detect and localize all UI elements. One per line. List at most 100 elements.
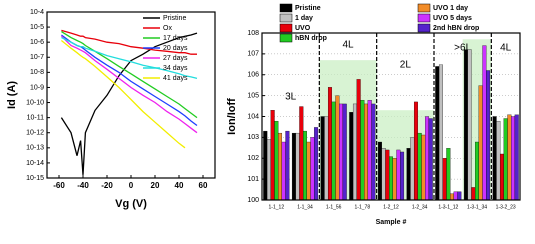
bar [349,112,354,201]
y-tick-label: 106 [247,72,259,79]
legend-label: Pristine [295,5,321,12]
x-tick-label: 1-3-2_23 [496,204,516,210]
bar [324,116,329,201]
bar [471,187,476,201]
y-tick-label: 10-6 [30,39,44,46]
legend-swatch [279,33,293,43]
bar [303,130,307,201]
bar [406,148,411,201]
plot-frame [46,11,216,179]
bar [331,101,336,201]
bar [278,132,283,201]
bar [499,153,504,201]
legend-swatch [417,13,431,23]
x-tick-label: 40 [175,181,184,190]
y-tick-label: 100 [247,197,259,204]
bar [342,103,347,201]
bar [381,148,386,201]
legend-swatch [279,13,293,23]
bar [310,137,315,201]
bar [385,149,390,201]
y-tick-label: 10-13 [26,145,44,152]
legend-label: 2nd hBN drop [433,25,479,32]
bar [327,87,332,201]
y-tick-label: 105 [247,92,259,99]
bar [453,191,458,201]
y-tick-label: 102 [247,155,259,162]
bar [503,118,508,201]
annotation: 3L [285,92,297,103]
x-tick-label: -20 [101,181,113,190]
y-tick-label: 108 [247,30,259,37]
legend-label: 17 days [163,35,188,42]
bar [421,134,426,201]
bar [263,130,268,201]
curve [60,32,198,175]
y-tick-label: 10-15 [26,175,44,182]
bar [486,70,491,201]
bar [413,101,418,201]
legend-swatch [279,3,293,13]
x-tick-label: 1-3-1_34 [467,204,487,210]
bar [291,132,296,201]
bar [314,127,319,201]
bar [389,156,393,201]
bar [360,100,365,201]
y-tick-label: 10-14 [26,160,44,167]
bar [352,103,357,201]
x-tick-label: 1-3-1_12 [438,204,458,210]
legend-swatch [417,23,431,33]
x-tick-label: 1-2_34 [412,204,428,210]
bar [285,130,290,201]
y-axis-label: Id (A) [6,81,18,109]
curve [61,37,198,80]
x-axis-label: Sample # [376,219,407,226]
legend-label: 20 days [163,45,188,52]
y-tick-label: 104 [247,113,259,120]
bar [400,151,405,201]
y-tick-label: 10-5 [30,24,44,31]
bar [295,132,300,201]
bar [492,116,497,201]
x-tick-label: 60 [199,181,208,190]
bar [450,193,455,201]
bar [270,110,275,201]
plot-frame [261,32,521,201]
annotation: 2L [400,60,412,71]
legend-label: hBN drop [295,35,327,42]
y-axis-label: Ion/Ioff [226,98,238,135]
x-tick-label: 1-2_12 [383,204,399,210]
legend-label: 34 days [163,65,188,72]
x-tick-label: 1-1_78 [355,204,371,210]
bar [396,149,401,201]
bar [463,49,468,201]
legend-label: UVO 5 days [433,15,472,22]
x-tick-label: 1-1_34 [297,204,313,210]
curve [60,39,186,149]
curve [61,31,198,119]
legend-label: 1 day [295,15,313,22]
legend-swatch [417,3,431,13]
x-tick-label: 0 [129,181,134,190]
bar [335,95,340,201]
bar [392,158,397,201]
x-tick-label: 1-1_12 [269,204,285,210]
bar [457,191,462,201]
bar [356,79,361,201]
y-tick-label: 10-7 [30,54,44,61]
curve [60,35,198,134]
bar [371,103,376,201]
legend-label: UVO [295,25,311,32]
bar [364,103,369,201]
legend-label: Ox [163,25,172,32]
annotation: >6L [454,43,471,54]
bar [442,158,447,201]
legend-label: UVO 1 day [433,5,468,12]
y-tick-label: 103 [247,134,259,141]
legend-label: 27 days [163,55,188,62]
bar [339,103,344,201]
bar [496,120,501,201]
x-tick-label: 1-1_56 [326,204,342,210]
bar [428,118,433,201]
